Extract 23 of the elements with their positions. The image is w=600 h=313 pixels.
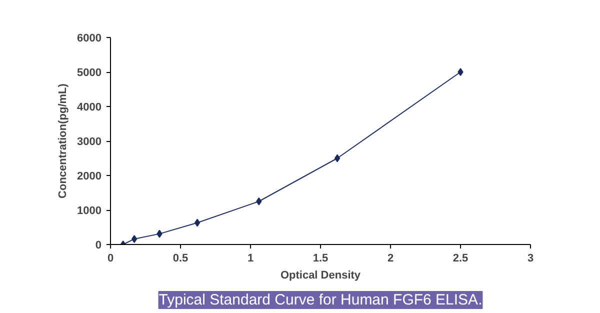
y-tick-label: 0	[95, 240, 102, 252]
x-tick-label: 0	[107, 252, 114, 264]
point	[256, 197, 262, 206]
point	[194, 218, 200, 227]
point	[131, 234, 138, 243]
y-tick-label: 3000	[77, 136, 102, 148]
x-axis-title: Optical Density	[280, 270, 362, 282]
y-axis-title: Concentration(pg/mL)	[57, 83, 70, 198]
point	[458, 68, 464, 76]
text: Typical Standard Curve for Human FGF6 ELISA.	[158, 292, 482, 308]
x-tick-label: 3	[527, 252, 534, 264]
x-tick-label: 2.5	[452, 252, 468, 264]
y-tick-label: 2000	[77, 170, 102, 182]
point	[334, 154, 340, 162]
x-tick-label: 1	[247, 252, 254, 264]
x-tick-label: 1.5	[312, 252, 328, 264]
y-tick-label: 1000	[77, 205, 102, 217]
y-tick-label: 5000	[77, 67, 102, 79]
x-tick-label: 2	[387, 252, 394, 264]
x-tick-label: 0.5	[172, 252, 188, 264]
y-tick-label: 4000	[77, 102, 102, 114]
y-tick-label: 6000	[77, 32, 102, 44]
point	[156, 230, 162, 238]
